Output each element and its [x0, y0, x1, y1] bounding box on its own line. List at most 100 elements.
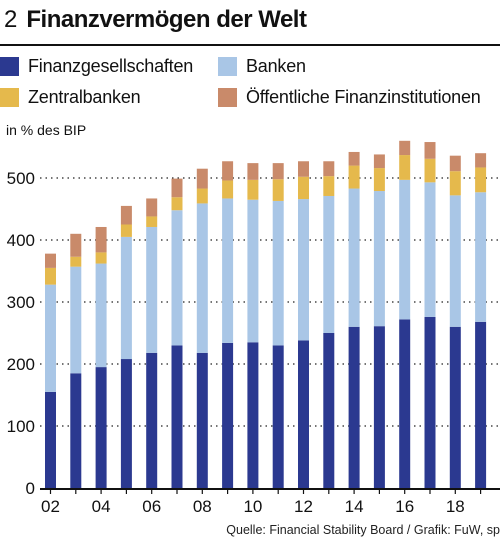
bar-zentralbanken-2010: [247, 179, 259, 200]
bar-oeffentliche-finanzinstitutionen-2017: [424, 142, 436, 159]
bar-finanzgesellschaften-2019: [475, 321, 487, 488]
bar-zentralbanken-2016: [399, 155, 411, 180]
bar-banken-2003: [70, 266, 82, 374]
legend-item-zentralbanken: Zentralbanken: [0, 85, 218, 110]
legend-label-oeffentliche-finanzinstitutionen: Öffentliche Finanzinstitutionen: [246, 87, 481, 107]
chart-heading: 2 Finanzvermögen der Welt: [4, 6, 307, 38]
bar-oeffentliche-finanzinstitutionen-2006: [146, 198, 158, 217]
legend: Finanzgesellschaften Banken Zentralbanke…: [0, 54, 500, 110]
legend-swatch-finanzgesellschaften: [0, 57, 19, 76]
bar-finanzgesellschaften-2003: [70, 373, 82, 488]
x-tick-label-04: 04: [92, 497, 111, 516]
bar-oeffentliche-finanzinstitutionen-2012: [298, 161, 309, 177]
bar-banken-2013: [323, 195, 335, 333]
x-tick-label-02: 02: [41, 497, 60, 516]
bar-oeffentliche-finanzinstitutionen-2004: [95, 226, 107, 253]
bar-zentralbanken-2007: [171, 197, 183, 211]
bar-finanzgesellschaften-2016: [399, 319, 411, 488]
y-tick-label-0: 0: [26, 479, 35, 498]
bar-banken-2016: [399, 179, 411, 320]
bar-banken-2012: [298, 199, 309, 341]
bar-oeffentliche-finanzinstitutionen-2005: [120, 205, 132, 225]
bar-banken-2008: [196, 203, 208, 353]
source-note: Quelle: Financial Stability Board / Graf…: [226, 523, 500, 537]
bar-oeffentliche-finanzinstitutionen-2011: [272, 163, 284, 180]
bar-zentralbanken-2012: [298, 176, 309, 200]
bar-finanzgesellschaften-2018: [449, 326, 461, 488]
bar-banken-2006: [146, 226, 158, 353]
bar-banken-2019: [475, 192, 487, 322]
bar-oeffentliche-finanzinstitutionen-2016: [399, 140, 411, 156]
legend-item-finanzgesellschaften: Finanzgesellschaften: [0, 54, 218, 79]
bar-finanzgesellschaften-2011: [272, 345, 284, 488]
legend-item-banken: Banken: [218, 54, 500, 79]
x-tick-label-18: 18: [446, 497, 465, 516]
bar-finanzgesellschaften-2017: [424, 316, 436, 488]
bar-finanzgesellschaften-2015: [373, 326, 385, 488]
figure-number: 2: [4, 6, 18, 33]
bar-oeffentliche-finanzinstitutionen-2018: [449, 155, 461, 172]
bar-oeffentliche-finanzinstitutionen-2008: [196, 168, 208, 189]
x-tick-label-12: 12: [294, 497, 313, 516]
bar-zentralbanken-2011: [272, 179, 284, 201]
bar-banken-2007: [171, 210, 183, 346]
legend-label-banken: Banken: [246, 56, 306, 76]
bar-finanzgesellschaften-2012: [298, 340, 309, 488]
x-tick-label-16: 16: [395, 497, 414, 516]
bar-banken-2005: [120, 236, 132, 360]
y-tick-label-100: 100: [7, 417, 35, 436]
legend-label-finanzgesellschaften: Finanzgesellschaften: [28, 56, 194, 76]
bar-oeffentliche-finanzinstitutionen-2019: [475, 153, 487, 168]
y-axis-unit-label: in % des BIP: [6, 122, 87, 138]
y-tick-label-300: 300: [7, 293, 35, 312]
bar-finanzgesellschaften-2007: [171, 345, 183, 488]
bar-oeffentliche-finanzinstitutionen-2003: [70, 233, 82, 257]
bar-banken-2015: [373, 191, 385, 327]
bar-zentralbanken-2014: [348, 165, 360, 189]
chart-title: Finanzvermögen der Welt: [26, 6, 307, 33]
bar-zentralbanken-2017: [424, 158, 436, 183]
bar-oeffentliche-finanzinstitutionen-2002: [45, 253, 56, 268]
bar-banken-2010: [247, 199, 259, 343]
bar-banken-2009: [222, 198, 234, 343]
bar-oeffentliche-finanzinstitutionen-2013: [323, 161, 335, 177]
bar-finanzgesellschaften-2010: [247, 342, 259, 488]
bar-oeffentliche-finanzinstitutionen-2007: [171, 178, 183, 198]
bar-zentralbanken-2008: [196, 188, 208, 204]
bar-banken-2004: [95, 263, 107, 368]
bar-zentralbanken-2004: [95, 252, 107, 264]
legend-swatch-banken: [218, 57, 237, 76]
legend-swatch-oeffentliche-finanzinstitutionen: [218, 88, 237, 107]
bar-banken-2014: [348, 188, 360, 327]
bar-zentralbanken-2002: [45, 267, 56, 285]
x-tick-label-08: 08: [193, 497, 212, 516]
bar-banken-2017: [424, 182, 436, 317]
bar-oeffentliche-finanzinstitutionen-2014: [348, 151, 360, 166]
y-tick-label-200: 200: [7, 355, 35, 374]
bar-zentralbanken-2019: [475, 167, 487, 193]
bar-zentralbanken-2018: [449, 171, 461, 196]
bar-zentralbanken-2009: [222, 180, 234, 199]
legend-swatch-zentralbanken: [0, 88, 19, 107]
bar-zentralbanken-2015: [373, 168, 385, 192]
bar-oeffentliche-finanzinstitutionen-2009: [222, 161, 234, 181]
title-divider: [0, 44, 500, 46]
bar-banken-2018: [449, 195, 461, 327]
bar-finanzgesellschaften-2008: [196, 352, 208, 488]
bar-finanzgesellschaften-2005: [120, 359, 132, 488]
bar-finanzgesellschaften-2013: [323, 333, 335, 488]
bar-oeffentliche-finanzinstitutionen-2010: [247, 163, 259, 180]
bar-zentralbanken-2003: [70, 256, 82, 267]
bar-finanzgesellschaften-2004: [95, 367, 107, 488]
x-tick-label-06: 06: [142, 497, 161, 516]
x-tick-label-14: 14: [345, 497, 364, 516]
bar-banken-2002: [45, 284, 56, 392]
bar-finanzgesellschaften-2002: [45, 391, 56, 488]
bar-oeffentliche-finanzinstitutionen-2015: [373, 154, 385, 169]
legend-item-oeffentliche-finanzinstitutionen: Öffentliche Finanzinstitutionen: [218, 85, 500, 110]
y-tick-label-500: 500: [7, 169, 35, 188]
bar-finanzgesellschaften-2014: [348, 326, 360, 488]
bar-zentralbanken-2005: [120, 224, 132, 237]
x-tick-label-10: 10: [243, 497, 262, 516]
